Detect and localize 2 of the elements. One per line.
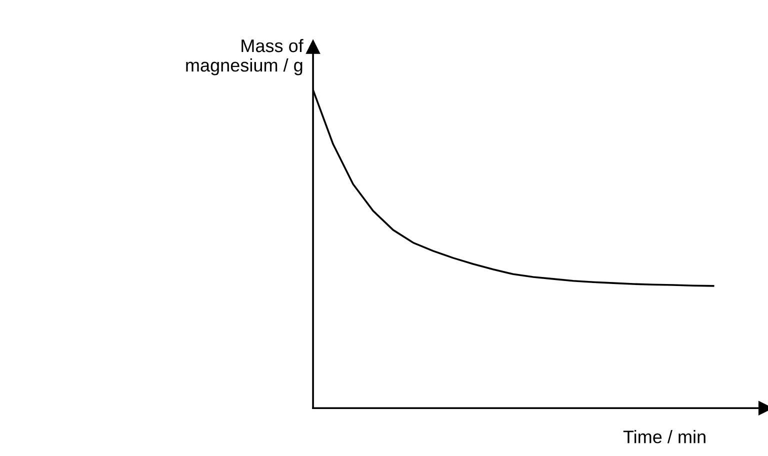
y-axis-title: Mass of magnesium / g <box>186 38 304 76</box>
x-axis-title: Time / min <box>623 430 706 444</box>
